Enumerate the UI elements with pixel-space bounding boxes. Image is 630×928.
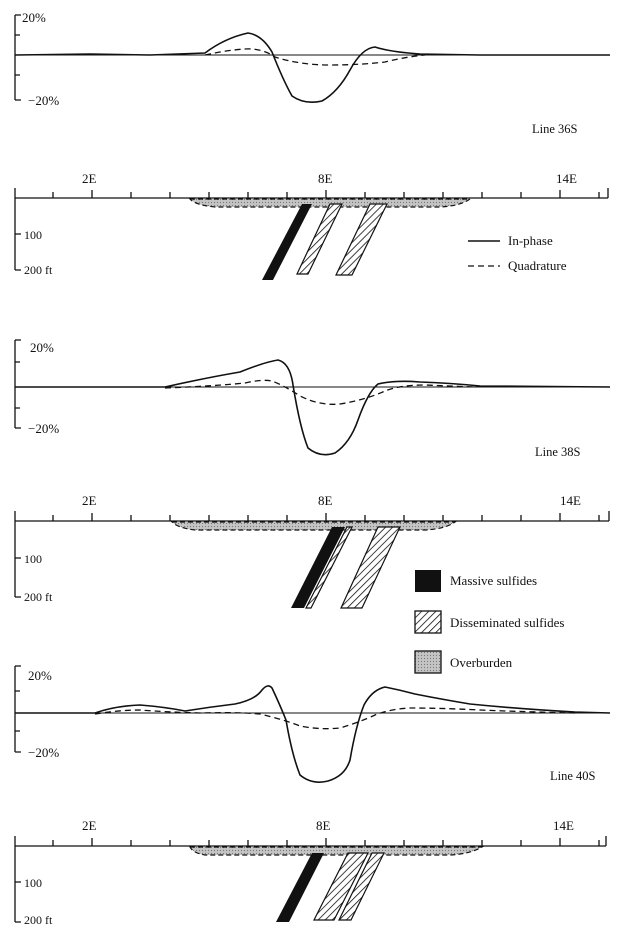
- disseminated-sulfide-body: [296, 203, 343, 275]
- amplitude-top-label: 20%: [30, 340, 54, 355]
- disseminated-sulfide-body: [305, 526, 353, 609]
- profile-line-36s: 20% −20% Line 36S: [14, 10, 610, 136]
- massive-sulfide-body: [276, 853, 324, 922]
- profile-line-40s: 20% −20% Line 40S: [14, 665, 611, 783]
- station-label-2e: 2E: [82, 818, 97, 833]
- material-legend: Massive sulfides Disseminated sulfides O…: [414, 570, 564, 674]
- depth-label-200ft: 200 ft: [24, 590, 53, 604]
- amplitude-bottom-label: −20%: [28, 93, 59, 108]
- in-phase-legend-label: In-phase: [508, 233, 553, 248]
- depth-label-100: 100: [24, 228, 42, 242]
- curve-legend: In-phase Quadrature: [468, 233, 567, 273]
- depth-label-200ft: 200 ft: [24, 913, 53, 927]
- amplitude-bottom-label: −20%: [28, 421, 59, 436]
- depth-axis: [14, 846, 21, 923]
- depth-label-200ft: 200 ft: [24, 263, 53, 277]
- line-label: Line 40S: [550, 769, 596, 783]
- station-label-8e: 8E: [316, 818, 331, 833]
- disseminated-sulfide-body: [340, 526, 401, 609]
- depth-axis: [14, 521, 21, 598]
- amplitude-axis: [14, 665, 21, 753]
- massive-sulfides-swatch: [415, 570, 441, 592]
- profile-line-38s: 20% −20% Line 38S: [14, 339, 611, 459]
- disseminated-sulfide-body: [338, 852, 385, 921]
- massive-sulfide-body: [291, 527, 345, 608]
- disseminated-sulfide-body: [313, 852, 369, 921]
- amplitude-bottom-label: −20%: [28, 745, 59, 760]
- station-label-14e: 14E: [560, 493, 581, 508]
- section-line-36s: 2E 8E 14E 100 200 ft: [14, 171, 609, 280]
- station-axis: [14, 188, 609, 199]
- station-label-8e: 8E: [318, 171, 333, 186]
- massive-sulfides-legend-label: Massive sulfides: [450, 573, 537, 588]
- overburden-swatch: [414, 650, 442, 674]
- overburden-legend-label: Overburden: [450, 655, 513, 670]
- depth-label-100: 100: [24, 876, 42, 890]
- amplitude-top-label: 20%: [28, 668, 52, 683]
- overburden-zone: [170, 521, 457, 531]
- disseminated-sulfides-swatch: [414, 610, 442, 634]
- station-label-14e: 14E: [553, 818, 574, 833]
- overburden-zone: [189, 846, 485, 856]
- station-label-2e: 2E: [82, 493, 97, 508]
- massive-sulfide-body: [262, 204, 312, 280]
- station-label-14e: 14E: [556, 171, 577, 186]
- station-label-8e: 8E: [318, 493, 333, 508]
- disseminated-sulfides-legend-label: Disseminated sulfides: [450, 615, 564, 630]
- in-phase-curve: [15, 359, 611, 456]
- quadrature-curve: [94, 707, 576, 730]
- amplitude-axis: [14, 339, 21, 429]
- amplitude-axis: [14, 14, 21, 101]
- section-line-38s: 2E 8E 14E 100 200 ft: [14, 493, 610, 609]
- amplitude-top-label: 20%: [22, 10, 46, 25]
- in-phase-curve: [14, 32, 610, 103]
- station-axis: [14, 836, 607, 847]
- depth-label-100: 100: [24, 552, 42, 566]
- disseminated-sulfide-body: [335, 203, 388, 276]
- station-label-2e: 2E: [82, 171, 97, 186]
- section-line-40s: 2E 8E 14E 100 200 ft: [14, 818, 607, 927]
- depth-axis: [14, 198, 21, 271]
- quadrature-legend-label: Quadrature: [508, 258, 567, 273]
- line-label: Line 36S: [532, 122, 578, 136]
- quadrature-curve: [164, 379, 476, 405]
- overburden-zone: [188, 198, 472, 208]
- line-label: Line 38S: [535, 445, 581, 459]
- station-axis: [14, 511, 610, 522]
- in-phase-curve: [15, 685, 611, 783]
